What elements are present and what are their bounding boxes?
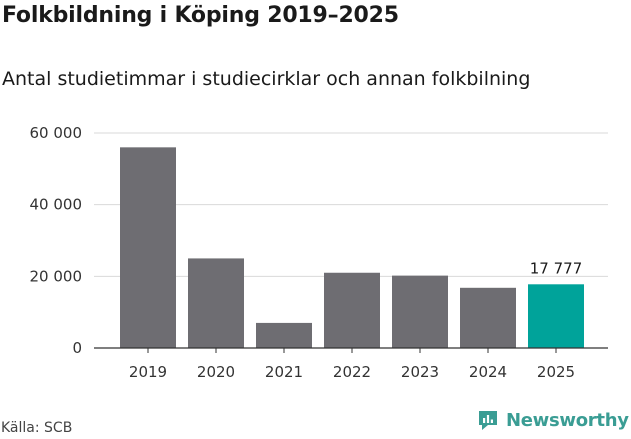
bar-2021 bbox=[256, 322, 312, 348]
y-tick-label: 0 bbox=[72, 339, 82, 357]
brand-name: Newsworthy bbox=[506, 409, 629, 431]
data-labels: 17 777 bbox=[530, 259, 583, 277]
data-label-2025: 17 777 bbox=[530, 259, 583, 277]
bar-chart: 0 20 000 40 000 60 000 2019 2020 2021 2022 2023… bbox=[30, 124, 608, 381]
x-axis-tick-labels: 2019 2020 2021 2022 2023 2024 2025 bbox=[129, 348, 575, 381]
bar-2020 bbox=[188, 258, 244, 348]
brand-logo[interactable]: Newsworthy bbox=[476, 408, 629, 432]
chart-subtitle: Antal studietimmar i studiecirklar och a… bbox=[2, 68, 531, 90]
bar-2023 bbox=[392, 275, 448, 348]
x-tick-label: 2019 bbox=[129, 363, 167, 381]
bar-2025 bbox=[528, 284, 584, 348]
x-tick-label: 2024 bbox=[469, 363, 507, 381]
y-axis-tick-labels: 0 20 000 40 000 60 000 bbox=[30, 124, 83, 357]
y-tick-label: 20 000 bbox=[30, 267, 83, 285]
x-tick-label: 2025 bbox=[537, 363, 575, 381]
y-tick-label: 60 000 bbox=[30, 124, 83, 142]
x-tick-label: 2022 bbox=[333, 363, 371, 381]
x-tick-label: 2023 bbox=[401, 363, 439, 381]
bar-2024 bbox=[460, 287, 516, 348]
x-tick-label: 2021 bbox=[265, 363, 303, 381]
y-tick-label: 40 000 bbox=[30, 196, 83, 214]
bar-2022 bbox=[324, 272, 380, 348]
newsworthy-logo-icon bbox=[479, 411, 497, 430]
bars bbox=[120, 147, 584, 348]
bar-2019 bbox=[120, 147, 176, 348]
x-tick-label: 2020 bbox=[197, 363, 235, 381]
chart-title: Folkbildning i Köping 2019–2025 bbox=[2, 3, 399, 28]
source-note: Källa: SCB bbox=[1, 420, 73, 436]
